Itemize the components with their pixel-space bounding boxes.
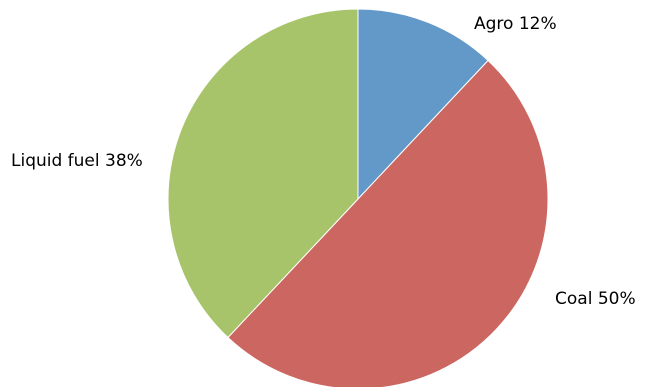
pie-slice-liquid-fuel [167,8,359,339]
pie-slices [167,8,549,387]
pie-slice-coal [227,59,549,387]
pie-labels: Agro 12% Coal 50% Liquid fuel 38% [11,14,636,309]
data-label-liquid-fuel: Liquid fuel 38% [11,151,143,171]
data-label-coal: Coal 50% [555,289,636,309]
data-label-agro: Agro 12% [474,14,557,34]
pie-slice-agro [357,8,489,201]
